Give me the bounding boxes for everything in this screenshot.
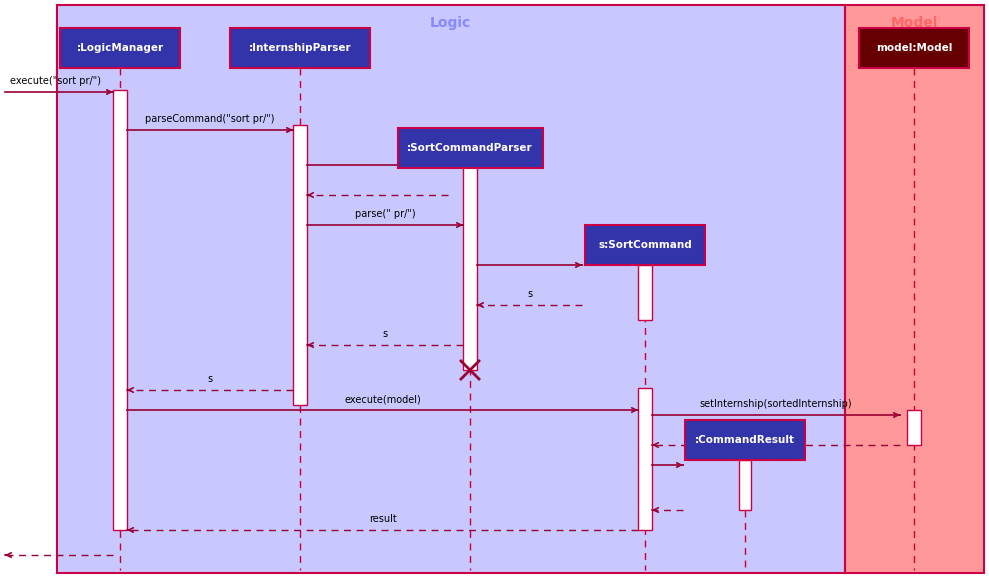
Bar (685, 420, 805, 460)
Bar (638, 388, 652, 530)
Bar (57, 5, 845, 573)
Text: execute(model): execute(model) (344, 394, 421, 404)
Bar (293, 125, 307, 405)
Text: s:SortCommand: s:SortCommand (598, 240, 692, 250)
Bar (463, 165, 477, 370)
Bar (398, 128, 543, 168)
Text: s: s (208, 374, 213, 384)
Text: :InternshipParser: :InternshipParser (248, 43, 351, 53)
Bar (585, 225, 705, 265)
Text: Logic: Logic (429, 16, 471, 30)
Text: s: s (527, 289, 532, 299)
Text: setInternship(sortedInternship): setInternship(sortedInternship) (699, 399, 853, 409)
Text: execute("sort pr/"): execute("sort pr/") (10, 76, 101, 86)
Bar (739, 460, 751, 510)
Bar (60, 28, 180, 68)
Bar (845, 5, 984, 573)
Text: s: s (383, 329, 388, 339)
Text: result: result (369, 514, 397, 524)
Text: :SortCommandParser: :SortCommandParser (407, 143, 533, 153)
Text: model:Model: model:Model (876, 43, 952, 53)
Bar (638, 265, 652, 320)
Text: parse(" pr/"): parse(" pr/") (355, 209, 415, 219)
Bar (907, 410, 921, 445)
Text: parseCommand("sort pr/"): parseCommand("sort pr/") (145, 114, 275, 124)
Bar (859, 28, 969, 68)
Bar (113, 90, 127, 530)
Text: :LogicManager: :LogicManager (76, 43, 163, 53)
Bar (230, 28, 370, 68)
Text: Model: Model (890, 16, 938, 30)
Text: :CommandResult: :CommandResult (695, 435, 795, 445)
